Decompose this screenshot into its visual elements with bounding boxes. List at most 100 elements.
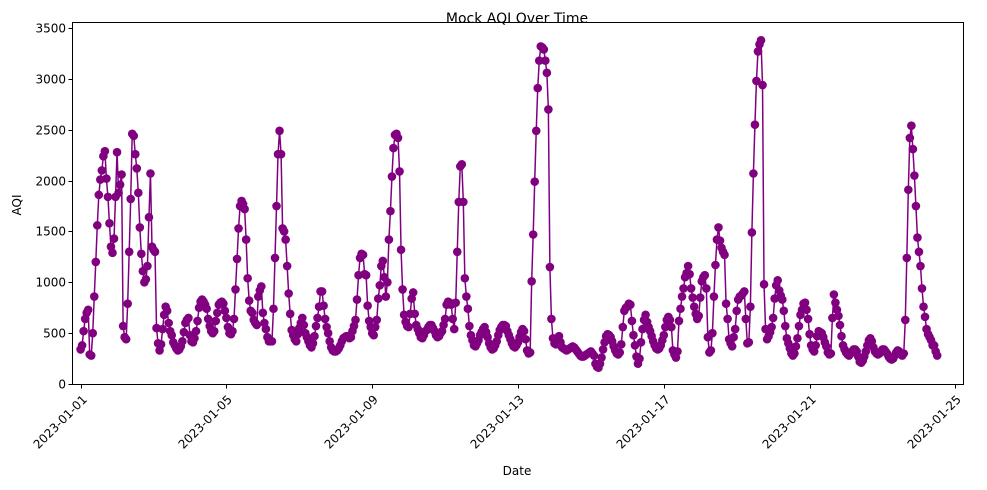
- data-point: [261, 324, 271, 334]
- y-tick-label: 0: [58, 378, 66, 392]
- data-point: [695, 293, 705, 302]
- data-point: [202, 304, 211, 314]
- data-point: [459, 197, 468, 207]
- data-point: [279, 227, 289, 236]
- data-point: [773, 275, 783, 285]
- data-point: [100, 146, 110, 156]
- data-point: [715, 236, 725, 245]
- data-point: [597, 353, 606, 362]
- x-tick-label: 2023-01-21: [760, 392, 819, 451]
- data-point: [685, 269, 694, 279]
- y-tick-label: 3000: [35, 73, 66, 87]
- data-layer: [76, 35, 942, 373]
- data-point: [410, 309, 420, 319]
- data-point: [203, 314, 213, 324]
- data-point: [193, 316, 202, 326]
- data-point: [164, 318, 173, 328]
- data-point: [381, 292, 391, 301]
- data-point: [77, 341, 87, 350]
- data-point: [387, 172, 397, 181]
- data-point: [904, 185, 913, 195]
- data-point: [919, 302, 928, 312]
- y-tick-label: 500: [43, 327, 66, 341]
- data-point: [137, 249, 146, 259]
- data-point: [749, 169, 758, 178]
- data-point: [108, 248, 117, 258]
- data-point: [746, 302, 755, 312]
- data-point: [109, 234, 119, 243]
- data-point: [232, 254, 242, 264]
- data-point: [150, 247, 160, 257]
- y-tick-label: 1000: [35, 276, 66, 290]
- data-point: [626, 300, 635, 309]
- data-point: [398, 285, 407, 294]
- data-point: [627, 316, 637, 326]
- data-point: [629, 330, 638, 340]
- data-point: [361, 270, 371, 280]
- data-point: [741, 314, 751, 324]
- data-point: [83, 305, 93, 315]
- data-point: [319, 301, 328, 311]
- data-point: [676, 304, 685, 314]
- data-point: [284, 289, 293, 298]
- data-point: [247, 308, 257, 318]
- data-point: [641, 310, 650, 320]
- data-point: [635, 354, 644, 363]
- y-tick-label: 2500: [35, 124, 66, 138]
- data-point: [86, 351, 96, 360]
- data-point: [790, 349, 799, 358]
- data-point: [618, 322, 628, 332]
- y-tick-label: 2000: [35, 175, 66, 189]
- data-point: [222, 313, 231, 323]
- data-point: [794, 321, 804, 331]
- data-point: [452, 247, 462, 257]
- data-point: [689, 302, 699, 312]
- data-point: [112, 147, 122, 157]
- y-axis-title: AQI: [10, 195, 24, 216]
- data-point: [291, 336, 301, 346]
- data-point: [130, 149, 140, 159]
- data-point: [219, 299, 228, 308]
- data-point: [228, 326, 237, 336]
- data-point: [209, 326, 219, 336]
- data-point: [123, 299, 132, 308]
- data-point: [800, 298, 810, 307]
- data-point: [674, 316, 684, 326]
- data-point: [910, 171, 919, 180]
- data-point: [102, 174, 111, 183]
- data-point: [542, 68, 552, 78]
- data-point: [212, 308, 222, 318]
- data-point: [129, 131, 139, 141]
- data-point: [190, 333, 199, 343]
- x-tick-label: 2023-01-13: [468, 392, 527, 451]
- data-point: [932, 351, 942, 360]
- data-point: [753, 47, 763, 56]
- data-point: [673, 347, 682, 356]
- data-point: [541, 56, 550, 65]
- data-point: [146, 169, 155, 178]
- data-point: [791, 342, 801, 351]
- x-tick-label: 2023-01-09: [322, 392, 381, 451]
- data-point: [702, 284, 711, 293]
- data-point: [158, 324, 167, 334]
- data-point: [386, 206, 395, 216]
- data-point: [723, 314, 732, 324]
- data-point: [700, 270, 710, 280]
- data-point: [525, 348, 535, 357]
- data-point: [463, 304, 473, 314]
- data-point: [372, 315, 382, 325]
- data-point: [732, 306, 741, 316]
- data-point: [320, 314, 330, 324]
- data-point: [375, 281, 385, 290]
- data-point: [826, 349, 836, 358]
- data-point: [115, 180, 125, 189]
- data-point: [779, 306, 789, 316]
- data-point: [118, 321, 128, 331]
- data-point: [298, 313, 307, 323]
- data-point: [694, 311, 704, 321]
- data-point: [730, 324, 740, 334]
- data-point: [636, 338, 646, 347]
- data-point: [802, 305, 811, 315]
